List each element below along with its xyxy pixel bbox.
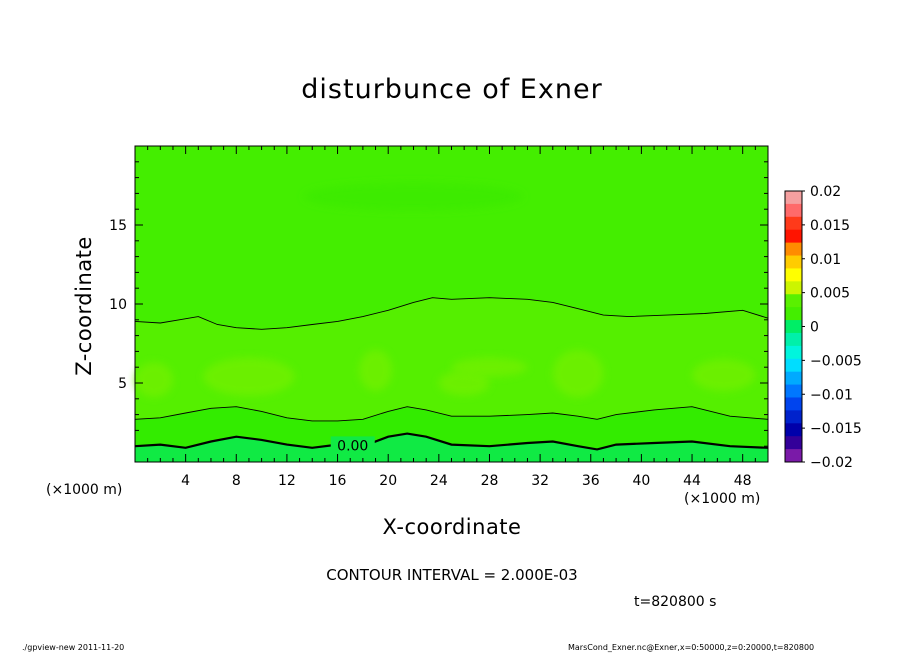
y-tick-label: 15	[109, 218, 127, 234]
x-tick-label: 44	[683, 473, 701, 489]
contour-line-2	[134, 297, 769, 330]
colorbar-segment	[785, 384, 802, 398]
x-tick-label: 48	[734, 473, 752, 489]
field-highlight-2	[359, 349, 392, 391]
y-axis-label: Z-coordinate	[72, 236, 96, 376]
field-fill-layer	[135, 146, 768, 462]
x-tick-label: 28	[481, 473, 499, 489]
colorbar-segment	[785, 423, 802, 437]
field-region-middle	[135, 297, 768, 421]
field-highlight-4	[552, 349, 604, 398]
y-axis-unit-label: (×1000 m)	[46, 482, 123, 498]
colorbar-segment	[785, 229, 802, 244]
colorbar-segment	[785, 307, 802, 321]
colorbar-segment	[785, 371, 802, 386]
x-axis-label: X-coordinate	[382, 515, 522, 539]
colorbar-segment	[785, 242, 802, 257]
y-tick-label: 10	[109, 297, 127, 313]
colorbar-segment	[785, 320, 802, 334]
footer-file-info: MarsCond_Exner.nc@Exner,x=0:50000,z=0:20…	[568, 643, 815, 652]
colorbar-label: 0	[810, 320, 819, 336]
colorbar-segment	[785, 216, 802, 231]
colorbar-label: −0.015	[810, 421, 862, 437]
colorbar-segment	[785, 203, 802, 218]
field-highlight-6	[451, 357, 528, 377]
field-highlight-0	[135, 362, 173, 398]
colorbar-segment	[785, 294, 802, 308]
colorbar-segment	[785, 191, 802, 205]
x-tick-label: 4	[181, 473, 190, 489]
colorbar-label: 0.015	[810, 218, 850, 234]
colorbar-label: 0.01	[810, 252, 841, 268]
field-highlight-5	[692, 359, 756, 391]
x-tick-label: 16	[329, 473, 347, 489]
x-tick-label: 32	[531, 473, 549, 489]
field-region-negative	[135, 433, 768, 462]
time-label: t=820800 s	[634, 594, 717, 610]
field-region-lower	[135, 406, 768, 450]
x-axis-unit-label: (×1000 m)	[684, 491, 761, 507]
contour-label: 0.00	[337, 438, 368, 454]
x-tick-label: 24	[430, 473, 448, 489]
contour-layer: 0.00	[134, 297, 769, 454]
chart-title: disturbunce of Exner	[301, 74, 603, 105]
colorbar-segment	[785, 358, 802, 373]
colorbar-label: −0.005	[810, 353, 862, 369]
x-tick-label: 40	[632, 473, 650, 489]
contour-line-1	[134, 406, 769, 422]
contour-line-0	[134, 432, 769, 451]
colorbar-segment	[785, 397, 802, 411]
colorbar-layer: 0.02 0.015 0.01 0.005 0 −0.005 −0.01 −0.015 −0.0…	[784, 184, 862, 471]
x-tick-label: 20	[379, 473, 397, 489]
colorbar-label: 0.02	[810, 184, 841, 200]
colorbar-segment	[785, 268, 802, 282]
colorbar-segment	[785, 281, 802, 295]
colorbar-segment	[785, 436, 802, 450]
field-highlight-1	[203, 357, 295, 396]
y-tick-label: 5	[118, 376, 127, 392]
colorbar-label: −0.01	[810, 387, 853, 403]
colorbar-segment	[785, 410, 802, 424]
contour-label-bg	[330, 436, 375, 453]
x-tick-label: 36	[582, 473, 600, 489]
footer-program-info: ./gpview-new 2011-11-20	[22, 643, 125, 652]
colorbar-label: 0.005	[810, 286, 850, 302]
colorbar-segment	[785, 332, 802, 347]
colorbar-segment	[785, 449, 802, 463]
colorbar-segment	[785, 345, 802, 360]
colorbar-label: −0.02	[810, 455, 853, 471]
field-highlight-3	[438, 370, 490, 396]
x-tick-label: 12	[278, 473, 296, 489]
colorbar-segment	[785, 255, 802, 269]
contour-interval-label: CONTOUR INTERVAL = 2.000E-03	[326, 566, 578, 584]
field-shade-top	[303, 182, 524, 211]
x-tick-label: 8	[232, 473, 241, 489]
